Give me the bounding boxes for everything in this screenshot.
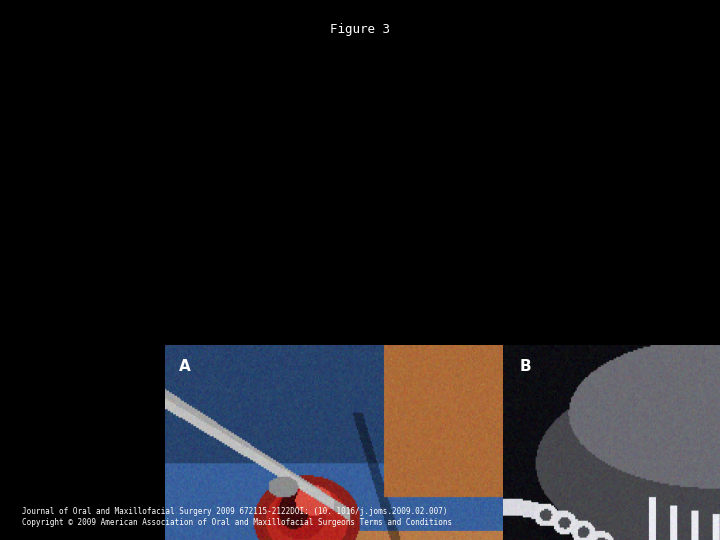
- Text: B: B: [520, 359, 531, 374]
- Text: Journal of Oral and Maxillofacial Surgery 2009 672115-2122DOI: (10. 1016/j.joms.: Journal of Oral and Maxillofacial Surger…: [22, 507, 447, 516]
- Text: Figure 3: Figure 3: [330, 23, 390, 36]
- Text: A: A: [179, 359, 190, 374]
- Text: Copyright © 2009 American Association of Oral and Maxillofacial Surgeons Terms a: Copyright © 2009 American Association of…: [22, 518, 451, 528]
